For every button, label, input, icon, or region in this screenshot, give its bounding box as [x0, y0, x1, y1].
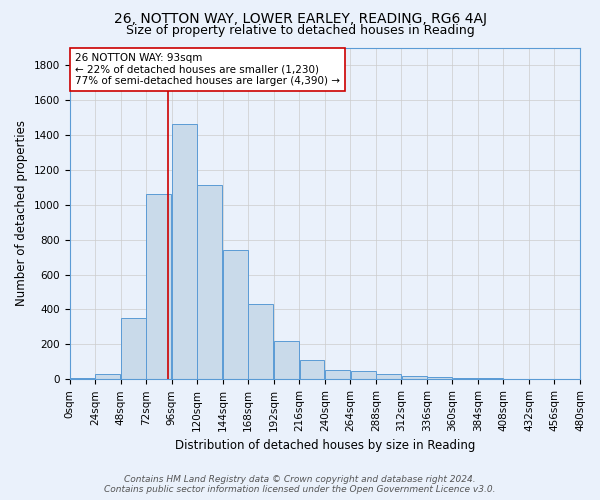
Bar [325, 370, 350, 380]
Bar [95, 374, 121, 380]
Bar [197, 186, 223, 380]
Bar [376, 374, 401, 380]
Bar [70, 378, 95, 380]
Bar [427, 377, 452, 380]
Text: 26 NOTTON WAY: 93sqm
← 22% of detached houses are smaller (1,230)
77% of semi-de: 26 NOTTON WAY: 93sqm ← 22% of detached h… [75, 52, 340, 86]
Y-axis label: Number of detached properties: Number of detached properties [15, 120, 28, 306]
Bar [274, 341, 299, 380]
Bar [223, 250, 248, 380]
Bar [172, 124, 197, 380]
Bar [478, 378, 503, 380]
Bar [503, 379, 529, 380]
Bar [350, 372, 376, 380]
Bar [299, 360, 325, 380]
Bar [248, 304, 274, 380]
Bar [121, 318, 146, 380]
Bar [146, 194, 172, 380]
Bar [452, 378, 478, 380]
X-axis label: Distribution of detached houses by size in Reading: Distribution of detached houses by size … [175, 440, 475, 452]
Text: Contains HM Land Registry data © Crown copyright and database right 2024.
Contai: Contains HM Land Registry data © Crown c… [104, 474, 496, 494]
Bar [401, 376, 427, 380]
Text: Size of property relative to detached houses in Reading: Size of property relative to detached ho… [125, 24, 475, 37]
Text: 26, NOTTON WAY, LOWER EARLEY, READING, RG6 4AJ: 26, NOTTON WAY, LOWER EARLEY, READING, R… [113, 12, 487, 26]
